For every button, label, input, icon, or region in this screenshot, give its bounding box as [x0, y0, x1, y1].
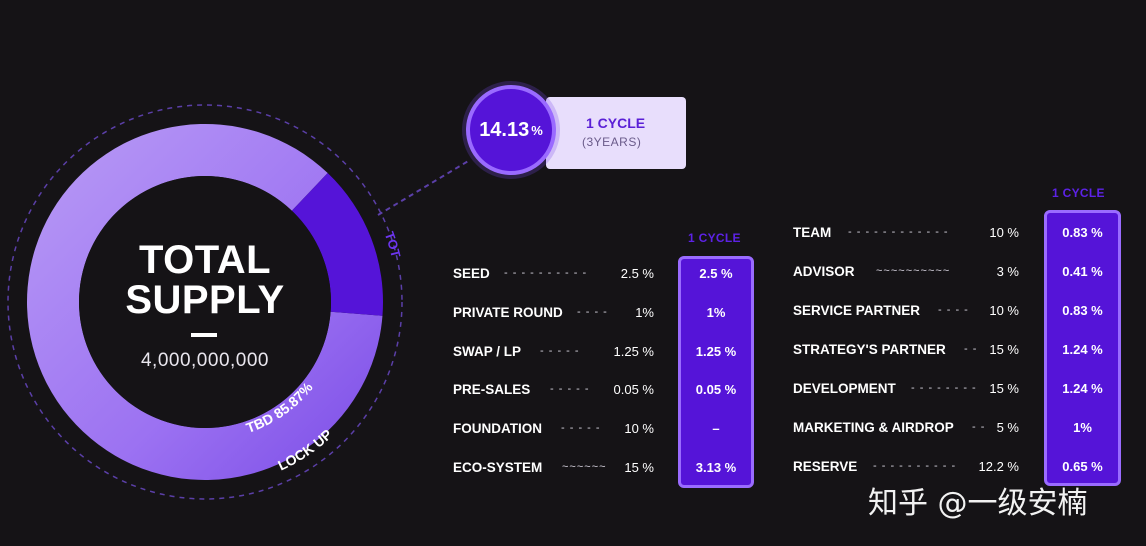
right-row-percent: 10 %: [989, 225, 1019, 240]
left-row-percent: 10 %: [624, 421, 654, 437]
left-row-cycle-value: 2.5 %: [699, 266, 733, 281]
left-row-percent: 0.05 %: [613, 382, 654, 398]
cycle-callout-subtitle: (3YEARS): [582, 135, 642, 149]
right-row-name: STRATEGY'S PARTNER: [793, 342, 946, 357]
right-row-leader: - - - - - - - - - - - -: [848, 226, 949, 238]
right-row-name: SERVICE PARTNER: [793, 303, 921, 318]
right-row-leader: - - - - - - - - - -: [873, 460, 957, 472]
right-row-cycle-value: 1%: [1073, 420, 1092, 435]
right-row-percent: 3 %: [996, 264, 1019, 279]
cycle-callout-title: 1 CYCLE: [586, 115, 646, 131]
left-row-leader: - - - - -: [561, 422, 601, 435]
right-row-percent: 15 %: [989, 381, 1019, 396]
callout-connector: [377, 159, 471, 216]
right-row-cycle-value: 1.24 %: [1062, 342, 1103, 357]
left-cycle-column: [678, 256, 754, 488]
left-row-percent: 1.25 %: [613, 343, 654, 359]
left-row-leader: ~~~~~~: [562, 461, 607, 473]
right-row-leader: ~~~~~~~~~~: [876, 265, 951, 277]
right-row-leader: - - - - - - - -: [911, 382, 977, 394]
supply-donut-chart: TBD 85.87% LOCK UP TOT: [7, 104, 471, 500]
cycle-callout-box: 1 CYCLE (3YEARS): [546, 97, 686, 169]
right-row-cycle-value: 1.24 %: [1062, 381, 1103, 396]
right-row-percent: 10 %: [989, 303, 1019, 318]
left-row-name: SWAP / LP: [453, 343, 522, 359]
left-row-cycle-value: 0.05 %: [695, 382, 737, 398]
right-row-name: DEVELOPMENT: [793, 381, 896, 396]
cycle-percent-value: 14.13: [479, 118, 530, 141]
left-row-cycle-value: –: [712, 421, 720, 437]
right-row-leader: - -: [964, 343, 978, 355]
total-supply-title-line2: SUPPLY: [125, 278, 285, 322]
watermark: 知乎 @一级安楠: [868, 486, 1088, 521]
left-row-percent: 1%: [635, 304, 654, 320]
left-row-cycle-value: 1%: [706, 304, 726, 320]
right-row-name: ADVISOR: [793, 264, 855, 279]
left-row-cycle-value: 1.25 %: [695, 343, 737, 359]
right-row-name: MARKETING & AIRDROP: [793, 420, 954, 435]
left-row-percent: 2.5 %: [620, 266, 654, 281]
right-row-cycle-value: 0.83 %: [1062, 303, 1103, 318]
left-row-name: PRIVATE ROUND: [453, 304, 563, 320]
right-row-cycle-value: 0.41 %: [1062, 264, 1103, 279]
left-row-leader: - - - -: [577, 305, 608, 318]
right-row-leader: - - - -: [938, 304, 969, 316]
right-row-cycle-value: 0.65 %: [1062, 459, 1103, 474]
left-row-name: FOUNDATION: [453, 421, 542, 437]
cycle-slice: [291, 173, 383, 316]
right-cycle-header: 1 CYCLE: [1052, 186, 1105, 200]
right-row-percent: 5 %: [996, 420, 1019, 435]
outer-dashed-ring: [7, 104, 403, 500]
total-supply-value: 4,000,000,000: [140, 350, 269, 371]
title-divider: [191, 333, 217, 337]
left-row-name: SEED: [453, 266, 490, 281]
tot-label: TOT: [382, 230, 404, 260]
donut-hole: [79, 176, 331, 428]
left-row-leader: - - - - - - - - - -: [504, 267, 588, 279]
right-row-percent: 15 %: [989, 342, 1019, 357]
left-row-leader: - - - - -: [540, 344, 580, 357]
right-cycle-column: [1044, 210, 1121, 486]
right-row-leader: - -: [972, 421, 986, 433]
right-row-name: RESERVE: [793, 459, 858, 474]
total-supply-title: TOTAL SUPPLY: [95, 240, 315, 320]
right-row-name: TEAM: [793, 225, 832, 240]
left-cycle-header: 1 CYCLE: [688, 231, 741, 245]
left-row-percent: 15 %: [624, 460, 654, 475]
cycle-percent-bubble: 14.13%: [466, 85, 556, 175]
left-row-name: ECO-SYSTEM: [453, 460, 543, 475]
left-row-cycle-value: 3.13 %: [695, 460, 737, 475]
left-row-name: PRE-SALES: [453, 382, 531, 398]
left-row-leader: - - - - -: [550, 383, 590, 396]
right-row-percent: 12.2 %: [978, 459, 1019, 474]
right-row-cycle-value: 0.83 %: [1062, 225, 1103, 240]
total-supply-title-line1: TOTAL: [138, 238, 272, 282]
cycle-percent-sign: %: [531, 122, 543, 138]
